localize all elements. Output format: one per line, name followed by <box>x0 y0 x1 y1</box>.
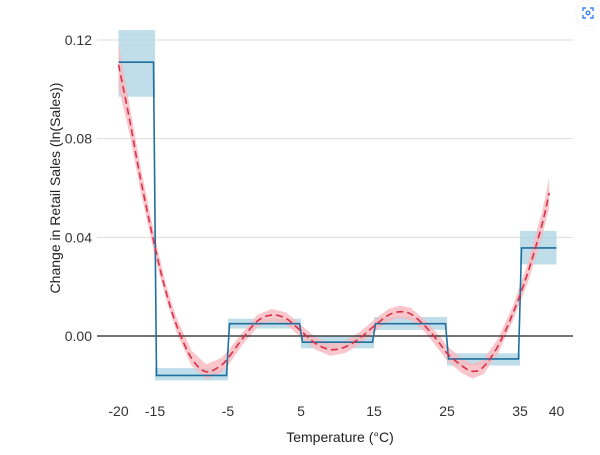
x-tick-label: -5 <box>222 403 235 419</box>
scan-button[interactable] <box>576 1 600 25</box>
x-tick-label: 40 <box>549 403 565 419</box>
x-tick-label: 15 <box>366 403 382 419</box>
curve-line <box>117 64 550 373</box>
x-tick-label: 5 <box>297 403 305 419</box>
x-tick-labels: -20 -15 -5 5 15 25 35 40 <box>108 403 564 419</box>
curve-confidence-band <box>118 42 550 380</box>
y-tick-labels: 0.00 0.04 0.08 0.12 <box>65 32 92 344</box>
curve-series <box>117 64 550 373</box>
x-tick-label: 35 <box>512 403 528 419</box>
grid-lines <box>97 39 573 238</box>
x-tick-label: -20 <box>108 403 128 419</box>
x-tick-label: 25 <box>439 403 455 419</box>
curve-ci-band <box>118 42 550 380</box>
y-tick-label: 0.12 <box>65 32 92 48</box>
y-tick-label: 0.08 <box>65 131 92 147</box>
y-axis-label: Change in Retail Sales (ln(Sales)) <box>47 83 63 294</box>
x-axis-label: Temperature (°C) <box>286 429 394 445</box>
x-tick-label: -15 <box>145 403 165 419</box>
step-confidence-bands <box>118 30 557 381</box>
y-tick-label: 0.04 <box>65 229 92 245</box>
step-series <box>118 61 557 377</box>
y-tick-label: 0.00 <box>65 328 92 344</box>
step-line <box>118 61 557 377</box>
scan-focus-icon <box>582 7 594 19</box>
